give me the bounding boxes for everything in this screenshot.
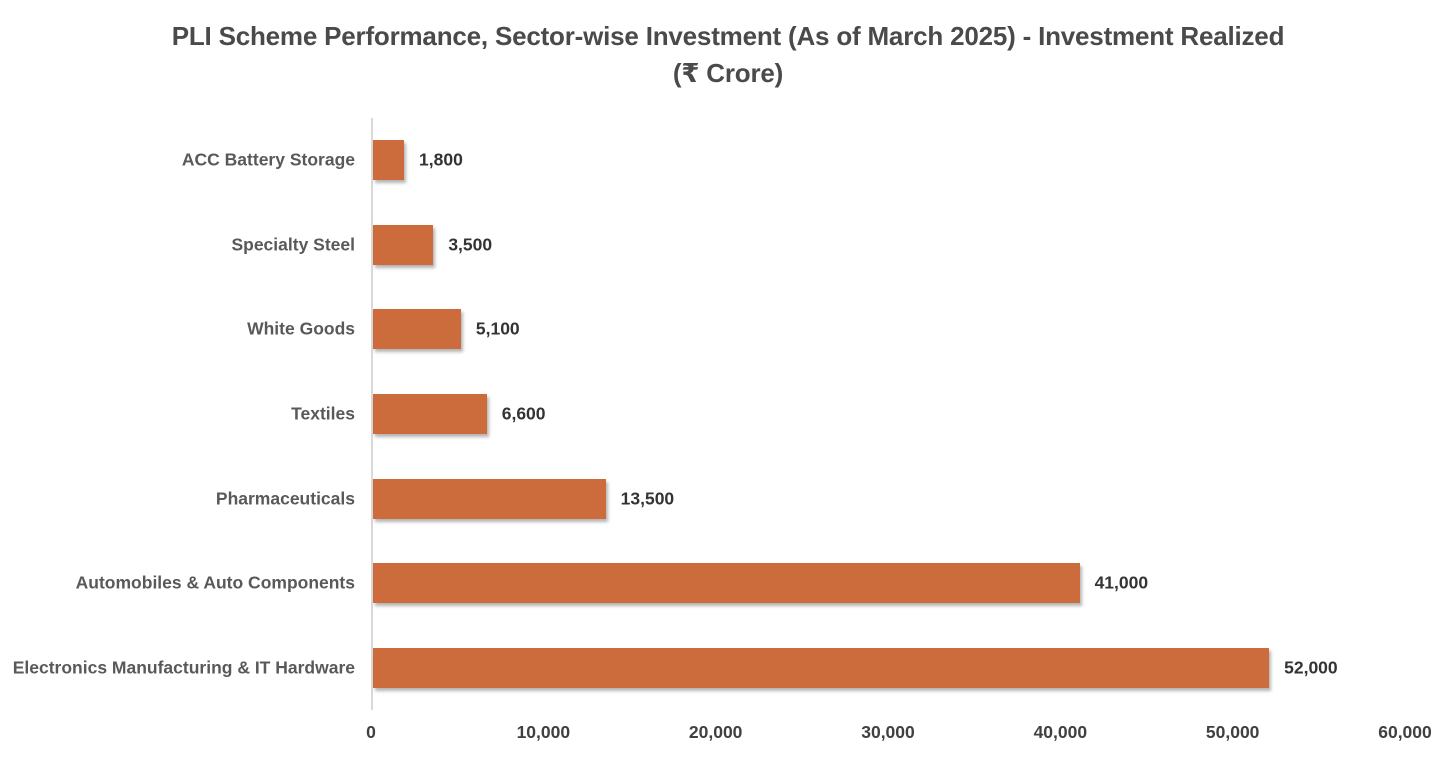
category-label: Textiles: [291, 403, 355, 424]
bar: [373, 563, 1080, 604]
category-label: Pharmaceuticals: [215, 488, 355, 509]
value-label: 1,800: [419, 149, 463, 170]
bar: [373, 478, 606, 519]
bar-row: 41,000: [373, 563, 1407, 604]
value-label: 3,500: [448, 234, 493, 255]
x-tick-label: 40,000: [1033, 722, 1088, 742]
bar-row: 52,000: [373, 647, 1407, 688]
bar-row: 3,500: [373, 224, 1407, 265]
bar: [373, 309, 461, 350]
x-tick-label: 50,000: [1205, 722, 1260, 742]
category-label: White Goods: [247, 318, 355, 339]
bar-row: 6,600: [373, 394, 1407, 434]
value-label: 52,000: [1284, 657, 1338, 678]
bar: [373, 647, 1270, 688]
plot-area: 1,800 3,500 5,100 6,600 13,500 41,000 52,000: [371, 118, 1405, 710]
category-label: Specialty Steel: [231, 234, 355, 255]
x-axis: 0 10,000 20,000 30,000 40,000 50,000 60,000: [366, 722, 1432, 752]
category-label: ACC Battery Storage: [181, 149, 355, 170]
bar: [373, 140, 405, 181]
x-tick-label: 30,000: [861, 722, 915, 742]
x-tick-label: 0: [366, 722, 376, 742]
x-tick-label: 20,000: [688, 722, 743, 742]
value-label: 13,500: [620, 488, 675, 509]
bar-row: 13,500: [373, 478, 1407, 519]
value-label: 41,000: [1094, 572, 1149, 593]
category-label: Electronics Manufacturing & IT Hardware: [12, 657, 355, 678]
bar: [373, 394, 487, 434]
value-label: 5,100: [475, 318, 520, 339]
bar-row: 1,800: [373, 140, 1407, 181]
bar-row: 5,100: [373, 309, 1407, 350]
value-label: 6,600: [501, 403, 546, 424]
x-tick-label: 10,000: [516, 722, 571, 742]
category-label: Automobiles & Auto Components: [75, 572, 355, 593]
chart-title: PLI Scheme Performance, Sector-wise Inve…: [171, 21, 1285, 88]
bar: [373, 224, 434, 265]
x-tick-label: 60,000: [1378, 722, 1432, 742]
category-axis: ACC Battery Storage Specialty Steel White …: [0, 118, 355, 710]
